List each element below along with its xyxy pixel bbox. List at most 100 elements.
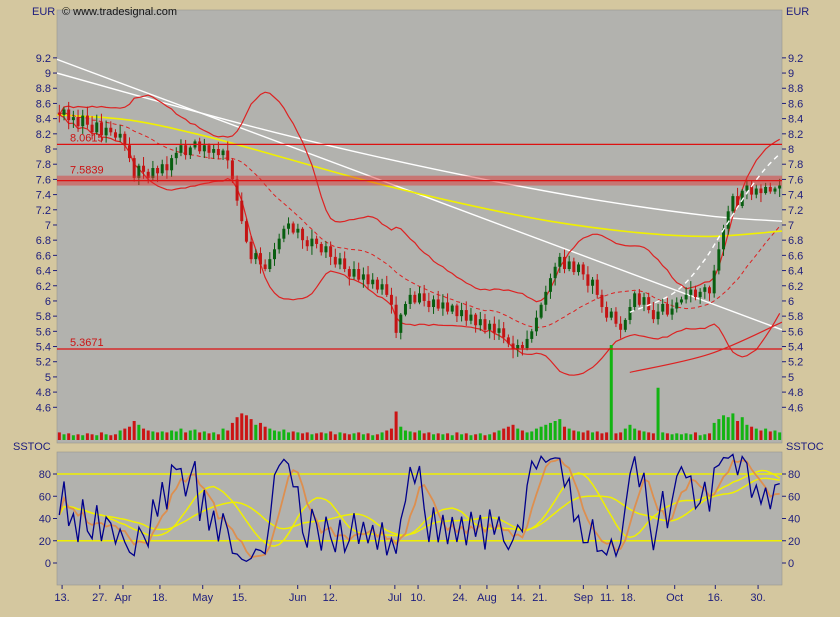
volume-bar (273, 430, 276, 440)
axis-tick-label: 6.4 (788, 266, 803, 278)
time-axis[interactable]: 13. 27. Apr 18. May 15. Jun 12. Jul 10. 24. Aug 14. 2… (54, 585, 766, 604)
volume-bar (244, 415, 248, 440)
candle-body (703, 287, 707, 292)
candle-body (773, 188, 777, 192)
volume-bar (212, 432, 216, 440)
volume-bar (165, 432, 169, 440)
candle-body (81, 115, 85, 127)
price-axis-unit-left: EUR (32, 6, 56, 18)
volume-bar (750, 426, 754, 440)
volume-bar (249, 419, 253, 440)
sstoc-panel-label-right: SSTOC (786, 441, 824, 453)
volume-bar (352, 433, 356, 440)
axis-tick-label: 5 (788, 372, 794, 384)
candle-body (460, 310, 464, 317)
volume-bar (366, 433, 370, 440)
sstoc-plot[interactable] (56, 451, 783, 586)
candle-body (226, 150, 230, 161)
candle-body (146, 171, 150, 178)
candle-body (647, 297, 651, 311)
candle-body (99, 122, 103, 136)
candle-body (408, 294, 412, 304)
white-long-ma (57, 72, 782, 222)
price-chart-plot[interactable] (56, 9, 783, 444)
axis-tick-label: 7.6 (36, 174, 51, 186)
candle-body (179, 145, 183, 153)
volume-bar (287, 432, 291, 440)
axis-tick-label: 8.6 (788, 98, 803, 110)
volume-bar (254, 424, 258, 440)
volume-bars (57, 345, 782, 440)
axis-tick-label: 40 (788, 514, 800, 526)
volume-bar (586, 430, 590, 440)
volume-bar (619, 432, 623, 440)
candle-body (380, 284, 384, 290)
candle-body (455, 305, 459, 317)
volume-bar (548, 422, 552, 440)
candle-body (333, 256, 337, 265)
candle-body (693, 289, 697, 298)
candle-body (315, 238, 319, 244)
candle-body (553, 266, 557, 279)
bollinger-lower-band (59, 114, 781, 376)
level-price-label: 7.5839 (70, 165, 104, 177)
volume-bar (291, 431, 295, 440)
volume-bar (511, 424, 515, 440)
volume-bar (160, 431, 164, 440)
price-axis-left[interactable]: 4.6 4.8 5 5.2 5.4 5.6 5.8 6 6.2 6.4 6.6 6.8 7 7.2 7.4 7… (36, 53, 57, 414)
candle-body (661, 303, 665, 312)
volume-bar (483, 435, 487, 440)
axis-tick-label: 5.8 (36, 311, 51, 323)
candle-body (57, 112, 61, 115)
candle-body (85, 115, 89, 125)
candle-body (600, 294, 604, 308)
candle-body (740, 190, 744, 206)
axis-tick-label: 9.2 (788, 53, 803, 65)
candle-body (450, 305, 454, 312)
date-label: Oct (666, 592, 683, 604)
axis-tick-label: 6.2 (36, 281, 51, 293)
candle-body (731, 196, 735, 212)
axis-tick-label: 8.8 (788, 83, 803, 95)
candle-body (156, 168, 160, 174)
candle-body (216, 149, 220, 156)
axis-tick-label: 9 (45, 68, 51, 80)
volume-bar (235, 417, 239, 440)
candle-body (113, 132, 117, 138)
candle-body (679, 299, 683, 303)
price-chart-layers: 8.0615 7.5839 5.3671 (57, 58, 782, 440)
candle-body (123, 133, 127, 146)
volume-bar (324, 433, 328, 440)
volume-bar (577, 431, 581, 440)
candle-body (572, 261, 576, 273)
candle-body (722, 228, 726, 250)
price-axis-right[interactable]: 4.6 4.8 5 5.2 5.4 5.6 5.8 6 6.2 6.4 6.6 6.8 7 7.2 7.4 7… (782, 53, 803, 414)
candle-body (464, 310, 468, 321)
volume-bar (268, 428, 272, 440)
volume-bar (689, 434, 693, 440)
candle-body (483, 319, 487, 330)
sstoc-axis[interactable]: 0 0 20 20 40 40 60 60 80 80 (39, 469, 801, 570)
candle-body (478, 319, 482, 326)
volume-bar (647, 432, 651, 440)
candle-body (67, 109, 71, 121)
candle-body (343, 258, 347, 270)
candle-body (506, 337, 510, 344)
axis-tick-label: 6 (788, 296, 794, 308)
volume-bar (329, 431, 333, 440)
candle-body (389, 294, 393, 305)
date-label: 16. (708, 592, 723, 604)
volume-bar (146, 430, 150, 440)
volume-bar (263, 426, 267, 440)
candle-body (296, 228, 300, 233)
candle-body (244, 221, 248, 242)
candle-body (422, 293, 426, 301)
candle-body (142, 165, 146, 172)
axis-tick-label: 7 (788, 220, 794, 232)
candlesticks (57, 101, 782, 359)
sstoc-slow-line-2 (58, 477, 780, 536)
candle-body (577, 264, 581, 273)
candle-body (609, 311, 613, 318)
candle-body (62, 109, 66, 115)
